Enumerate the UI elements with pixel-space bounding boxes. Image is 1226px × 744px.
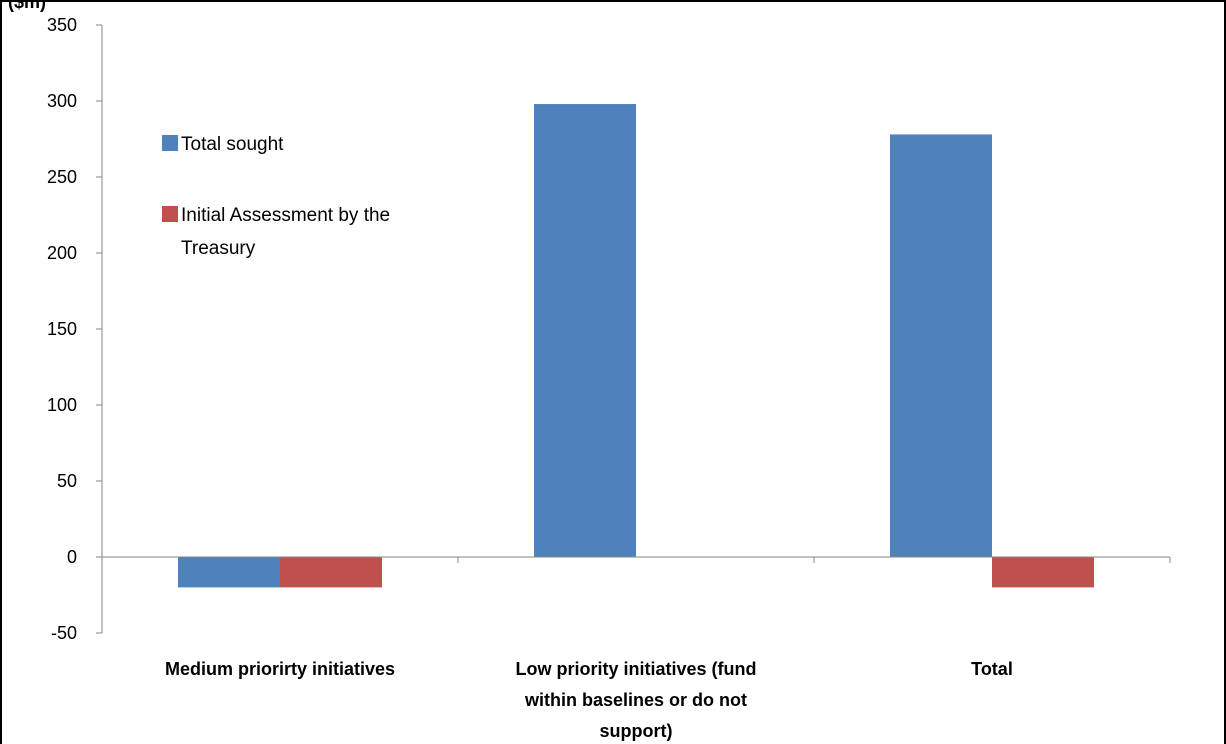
legend-label-0-line-0: Total sought [181,134,284,155]
y-tick-label-4: 150 [47,319,77,339]
legend-swatch-1 [162,206,178,222]
category-label-0-line-0: Medium priorirty initiatives [165,659,395,679]
bar-series0-cat0 [178,557,280,588]
bar-series1-cat0 [280,557,382,588]
y-tick-label-8: 350 [47,15,77,35]
y-tick-label-3: 100 [47,395,77,415]
legend-swatch-0 [162,135,178,151]
y-tick-label-2: 50 [57,471,77,491]
category-label-1-line-0: Low priority initiatives (fund [515,659,756,679]
y-tick-label-0: -50 [51,623,77,643]
y-tick-label-5: 200 [47,243,77,263]
bar-series1-cat2 [992,557,1094,588]
y-tick-label-1: 0 [67,547,77,567]
y-tick-label-6: 250 [47,167,77,187]
legend-label-1-line-0: Initial Assessment by the [181,205,390,226]
category-label-1-line-1: within baselines or do not [524,690,747,710]
category-label-1-line-2: support) [600,721,673,741]
legend-label-1-line-1: Treasury [181,238,256,259]
bar-series0-cat1 [534,104,636,557]
y-axis-label: ($m) [8,0,47,12]
bar-series0-cat2 [890,134,992,557]
category-label-2-line-0: Total [971,659,1013,679]
y-tick-label-7: 300 [47,91,77,111]
